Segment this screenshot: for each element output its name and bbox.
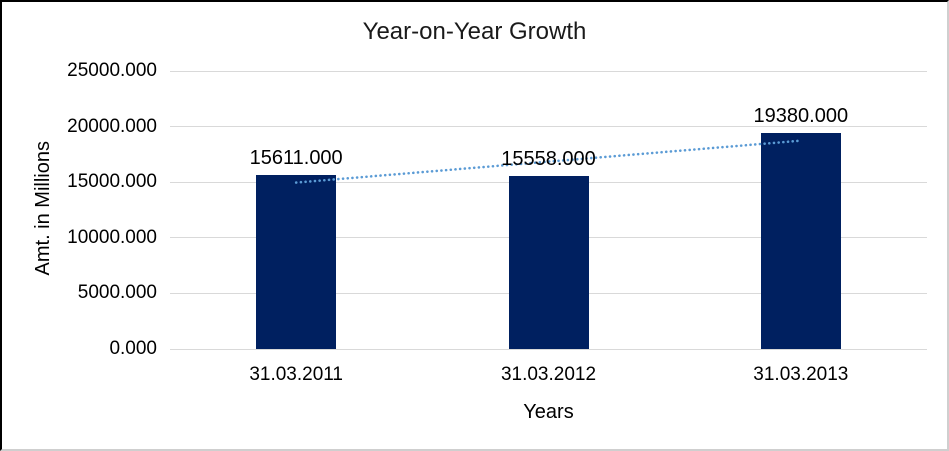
y-tick-label: 15000.000 (67, 171, 157, 193)
bar (256, 175, 337, 349)
gridline (170, 348, 927, 350)
x-tick-label: 31.03.2011 (249, 364, 343, 385)
y-tick-label: 0.000 (109, 338, 157, 359)
bar-value-label: 15611.000 (249, 147, 343, 170)
bar-value-label: 15558.000 (501, 147, 596, 170)
x-axis-title: Years (523, 401, 574, 423)
bar (760, 133, 841, 349)
y-axis-title: Amt. in Millions (32, 140, 54, 276)
y-tick-label: 10000.000 (67, 226, 157, 248)
bar-value-label: 19380.000 (753, 105, 849, 128)
y-tick-label: 5000.000 (77, 282, 157, 304)
bar (508, 175, 589, 349)
x-tick-label: 31.03.2013 (753, 364, 849, 385)
gridline (170, 126, 927, 128)
y-tick-label: 25000.000 (67, 60, 157, 81)
gridline (170, 70, 927, 72)
y-tick-label: 20000.000 (67, 115, 157, 137)
chart-title: Year-on-Year Growth (362, 18, 587, 45)
x-tick-label: 31.03.2012 (500, 364, 597, 385)
